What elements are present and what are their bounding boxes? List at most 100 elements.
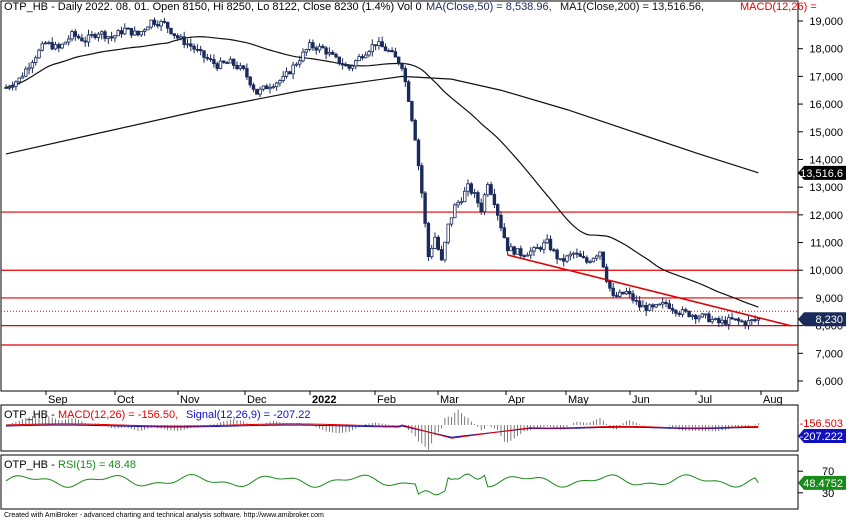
y-tick-label: 11,000 xyxy=(810,238,843,250)
candle-body xyxy=(459,201,464,204)
candle-body xyxy=(189,43,193,47)
last-price-tag: 8,230 xyxy=(815,314,843,326)
rsi-value-tag-bg xyxy=(798,475,846,490)
candle-body xyxy=(499,214,503,229)
x-tick-label: Sep xyxy=(48,394,68,406)
candle-body xyxy=(562,258,566,262)
candle-body xyxy=(690,314,695,317)
candle-body xyxy=(271,86,275,89)
candle-body xyxy=(40,43,44,51)
candle-body xyxy=(321,45,325,49)
y-tick-label: 9,000 xyxy=(815,293,843,305)
candle-body xyxy=(601,251,605,268)
candle-body xyxy=(37,49,41,59)
candle-body xyxy=(373,44,378,47)
candle-body xyxy=(228,58,233,64)
candle-body xyxy=(284,71,289,77)
candle-body xyxy=(661,301,665,305)
candle-body xyxy=(304,49,308,53)
candle-body xyxy=(588,261,592,264)
candle-body xyxy=(449,217,454,225)
candle-body xyxy=(608,281,612,289)
candle-body xyxy=(288,71,292,75)
x-tick-label: May xyxy=(568,394,589,406)
candle-body xyxy=(730,317,734,320)
candle-body xyxy=(697,316,701,320)
candle-body xyxy=(634,299,638,302)
candle-body xyxy=(568,253,572,257)
candle-body xyxy=(753,319,757,322)
candle-body xyxy=(667,303,671,309)
y-tick-label: 12,000 xyxy=(809,210,843,222)
y-tick-label: 15,000 xyxy=(809,127,843,139)
candle-body xyxy=(116,30,120,37)
candle-body xyxy=(106,36,110,39)
candle-body xyxy=(47,42,51,44)
candle-body xyxy=(529,250,533,256)
candle-body xyxy=(86,34,91,43)
candle-body xyxy=(34,57,38,63)
macd-value-tag: -156.503 xyxy=(800,418,843,430)
candle-body xyxy=(677,312,681,315)
trend-line xyxy=(507,254,792,327)
candle-body xyxy=(53,44,58,50)
candle-body xyxy=(350,65,355,69)
rsi-pane: OTP_HB - RSI(15) = 48.48 30 70 48.4752 xyxy=(0,454,846,510)
candle-body xyxy=(595,255,599,259)
candle-body xyxy=(357,56,361,62)
candle-body xyxy=(179,36,183,39)
candle-body xyxy=(535,247,539,249)
candle-body xyxy=(212,58,216,65)
y-tick-label: 14,000 xyxy=(809,154,843,166)
candle-body xyxy=(618,291,622,297)
date-axis-labels: Sep Oct Nov Dec 2022 Feb Mar Apr May Jun Jul Aug xyxy=(45,391,783,406)
candle-body xyxy=(555,249,559,260)
candle-body xyxy=(225,62,229,65)
candle-body xyxy=(522,255,526,257)
rsi-line-layer xyxy=(5,473,759,496)
candle-body xyxy=(519,248,523,256)
candle-body xyxy=(317,45,322,51)
candle-body xyxy=(278,80,282,84)
candle-body xyxy=(202,50,206,58)
candle-body xyxy=(410,101,414,121)
candle-body xyxy=(93,34,97,38)
candle-body xyxy=(740,320,744,323)
candle-body xyxy=(433,236,437,249)
y-tick-label: 18,000 xyxy=(809,44,843,56)
candle-body xyxy=(727,317,731,325)
candle-body xyxy=(113,35,117,39)
candle-body xyxy=(443,241,447,261)
candle-body xyxy=(70,31,74,40)
price-tags: 13,516.6 8,230 xyxy=(798,165,846,327)
x-tick-label: Dec xyxy=(247,394,267,406)
candle-body xyxy=(525,254,530,257)
candle-body xyxy=(291,64,295,75)
candle-body xyxy=(400,63,404,69)
ma200-layer xyxy=(5,75,759,174)
candle-body xyxy=(14,81,18,87)
signal-value-tag-bg xyxy=(798,429,846,443)
candle-body xyxy=(687,310,691,317)
candle-body xyxy=(360,56,365,59)
rsi-y-tick-label: 30 xyxy=(822,488,834,500)
candle-body xyxy=(231,58,236,66)
price-header-title: OTP_HB - Daily 2022. 08. 01. Open 8150, … xyxy=(4,1,422,13)
candle-body xyxy=(733,318,737,321)
candle-body xyxy=(558,258,563,261)
candle-body xyxy=(149,19,153,28)
candle-body xyxy=(637,300,642,308)
candle-body xyxy=(515,248,520,255)
candle-body xyxy=(123,27,127,35)
x-tick-label: Oct xyxy=(117,394,134,406)
candle-body xyxy=(205,57,209,60)
candle-body xyxy=(750,319,754,322)
candle-body xyxy=(344,64,348,67)
candle-body xyxy=(76,35,81,39)
macd-header-signal: Signal(12,26,9) = -207.22 xyxy=(186,409,310,421)
candle-body xyxy=(255,88,259,95)
candle-body xyxy=(621,291,625,295)
y-tick-label: 19,000 xyxy=(809,16,843,28)
candle-body xyxy=(426,222,431,258)
candle-body xyxy=(307,42,312,50)
